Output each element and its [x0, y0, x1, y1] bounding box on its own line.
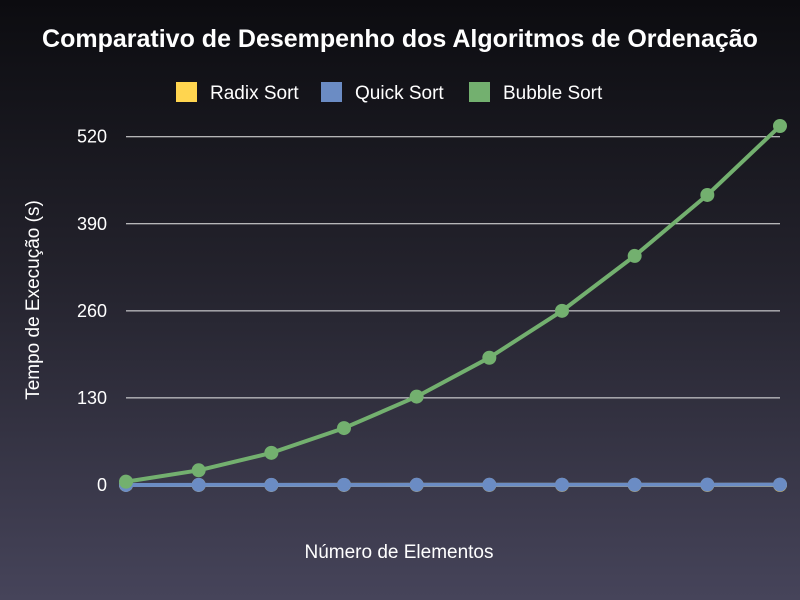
data-point	[409, 477, 424, 492]
data-point	[482, 477, 497, 492]
data-point	[264, 477, 279, 492]
legend-swatch	[469, 82, 490, 102]
data-point	[191, 463, 206, 478]
y-tick-label: 390	[77, 214, 107, 234]
x-axis-label: Número de Elementos	[304, 542, 493, 563]
legend-label: Quick Sort	[355, 83, 444, 104]
data-point	[627, 248, 642, 263]
data-point	[700, 187, 715, 202]
data-point	[264, 445, 279, 460]
series-line	[125, 124, 782, 484]
y-tick-label: 130	[77, 388, 107, 408]
y-tick-label: 260	[77, 301, 107, 321]
data-point	[337, 477, 351, 492]
legend-label: Bubble Sort	[503, 83, 603, 104]
data-point	[773, 119, 787, 133]
data-point	[627, 477, 642, 492]
series-lines	[119, 119, 787, 492]
data-point	[191, 477, 206, 492]
y-tick-label: 0	[97, 475, 107, 495]
y-axis-label: Tempo de Execução (s)	[23, 200, 44, 400]
y-tick-label: 520	[77, 127, 107, 147]
series-bubble-sort	[119, 119, 787, 489]
data-point	[337, 421, 351, 436]
data-point	[700, 477, 715, 492]
data-point	[555, 303, 569, 318]
legend-swatch	[176, 82, 197, 102]
data-point	[773, 477, 787, 492]
legend-label: Radix Sort	[210, 83, 299, 104]
gridlines	[126, 136, 780, 486]
legend-swatch	[321, 82, 342, 102]
data-point	[119, 474, 133, 489]
data-point	[555, 477, 569, 492]
legend: Radix Sort Quick Sort Bubble Sort	[176, 82, 603, 104]
y-axis-ticks: 0 130 260 390 520	[77, 127, 107, 495]
series-quick-sort	[119, 477, 787, 492]
data-point	[409, 389, 424, 404]
chart-title: Comparativo de Desempenho dos Algoritmos…	[42, 25, 758, 53]
data-point	[482, 350, 497, 365]
